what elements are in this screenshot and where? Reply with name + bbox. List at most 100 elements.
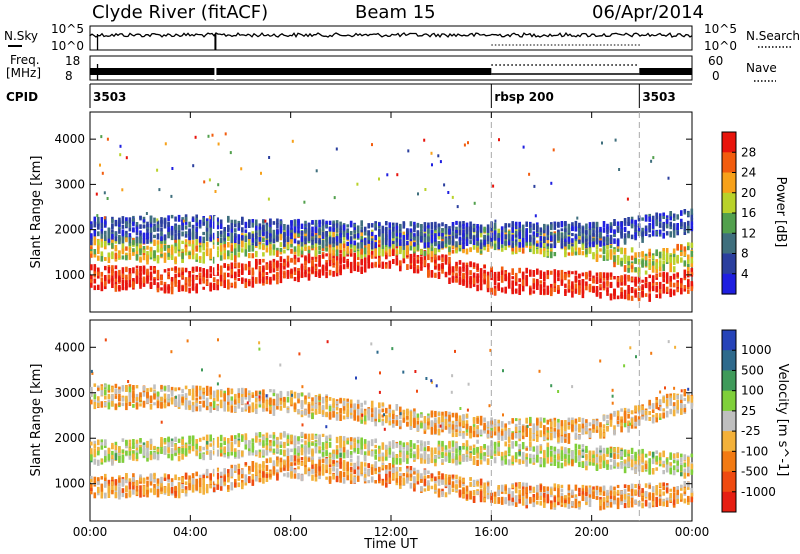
- heatmap-cell: [121, 279, 125, 286]
- heatmap-cell: [469, 232, 472, 238]
- heatmap-cell: [192, 164, 195, 168]
- heatmap-cell: [444, 258, 448, 265]
- heatmap-cell: [669, 231, 672, 238]
- heatmap-cell: [248, 261, 251, 267]
- heatmap-cell: [156, 233, 160, 240]
- heatmap-cell: [655, 259, 658, 265]
- heatmap-cell: [430, 270, 434, 277]
- colorbar-swatch: [722, 172, 736, 194]
- heatmap-cell: [227, 227, 230, 233]
- heatmap-cell: [514, 234, 518, 238]
- heatmap-cell: [557, 231, 560, 235]
- heatmap-cell: [392, 226, 395, 232]
- heatmap-cell: [613, 262, 616, 268]
- heatmap-cell: [567, 492, 571, 498]
- heatmap-cell: [504, 286, 507, 294]
- heatmap-cell: [93, 285, 97, 291]
- heatmap-cell: [451, 488, 455, 492]
- heatmap-cell: [202, 478, 205, 485]
- heatmap-cell: [655, 501, 658, 507]
- heatmap-cell: [655, 282, 658, 286]
- heatmap-cell: [276, 235, 279, 242]
- heatmap-cell: [181, 248, 184, 254]
- heatmap-cell: [262, 265, 265, 273]
- heatmap-cell: [335, 237, 339, 245]
- heatmap-cell: [118, 477, 121, 483]
- heatmap-cell: [543, 245, 546, 250]
- heatmap-cell: [170, 194, 173, 198]
- heatmap-cell: [644, 499, 648, 507]
- heatmap-cell: [104, 481, 107, 488]
- heatmap-cell: [672, 492, 676, 500]
- heatmap-cell: [672, 260, 676, 265]
- heatmap-cell: [156, 257, 160, 264]
- heatmap-cell: [160, 476, 163, 484]
- heatmap-cell: [132, 278, 135, 283]
- heatmap-cell: [97, 267, 100, 274]
- heatmap-cell: [367, 256, 370, 261]
- heatmap-cell: [97, 243, 100, 249]
- heatmap-cell: [202, 236, 205, 244]
- heatmap-cell: [290, 268, 293, 273]
- heatmap-cell: [465, 239, 469, 246]
- heatmap-cell: [448, 256, 451, 264]
- heatmap-cell: [328, 259, 332, 267]
- heatmap-cell: [493, 279, 497, 286]
- heatmap-cell: [272, 238, 276, 244]
- heatmap-cell: [388, 477, 392, 483]
- heatmap-cell: [146, 279, 149, 284]
- heatmap-cell: [241, 482, 244, 490]
- heatmap-cell: [297, 241, 300, 248]
- heatmap-cell: [297, 271, 300, 276]
- heatmap-cell: [469, 270, 472, 276]
- heatmap-cell: [443, 183, 446, 187]
- heatmap-cell: [641, 227, 644, 235]
- heatmap-cell: [550, 290, 553, 297]
- heatmap-cell: [514, 282, 518, 286]
- heatmap-cell: [223, 263, 226, 268]
- heatmap-cell: [342, 258, 346, 263]
- heatmap-cell: [209, 221, 212, 228]
- heatmap-cell: [265, 229, 269, 235]
- heatmap-cell: [413, 267, 416, 274]
- heatmap-cell: [325, 247, 328, 252]
- heatmap-cell: [416, 230, 420, 237]
- heatmap-cell: [437, 479, 441, 486]
- heatmap-cell: [241, 268, 244, 274]
- heatmap-cell: [139, 233, 142, 238]
- heatmap-cell: [269, 260, 272, 266]
- heatmap-cell: [476, 247, 479, 253]
- heatmap-cell: [437, 236, 441, 240]
- heatmap-cell: [216, 237, 219, 242]
- heatmap-cell: [592, 286, 595, 293]
- heatmap-cell: [146, 255, 149, 261]
- heatmap-cell: [128, 254, 132, 260]
- heatmap-cell: [374, 223, 377, 231]
- heatmap-cell: [623, 218, 627, 224]
- heatmap-cell: [177, 214, 181, 222]
- heatmap-cell: [550, 243, 553, 249]
- heatmap-cell: [353, 261, 356, 268]
- heatmap-cell: [564, 495, 567, 499]
- heatmap-cell: [409, 221, 413, 227]
- heatmap-cell: [237, 472, 241, 480]
- heatmap-cell: [93, 230, 97, 237]
- heatmap-cell: [687, 289, 690, 294]
- heatmap-cell: [585, 238, 588, 243]
- heatmap-cell: [307, 246, 311, 253]
- heatmap-cell: [630, 295, 634, 301]
- heatmap-cell: [476, 481, 479, 485]
- heatmap-cell: [219, 477, 223, 483]
- heatmap-cell: [578, 492, 581, 497]
- heatmap-cell: [585, 492, 588, 497]
- heatmap-cell: [385, 246, 388, 251]
- heatmap-cell: [616, 226, 620, 232]
- heatmap-cell: [641, 488, 644, 493]
- heatmap-cell: [234, 247, 237, 255]
- heatmap-cell: [191, 477, 195, 485]
- heatmap-cell: [139, 224, 142, 229]
- heatmap-cell: [465, 276, 469, 282]
- heatmap-cell: [153, 483, 156, 490]
- heatmap-cell: [188, 277, 191, 283]
